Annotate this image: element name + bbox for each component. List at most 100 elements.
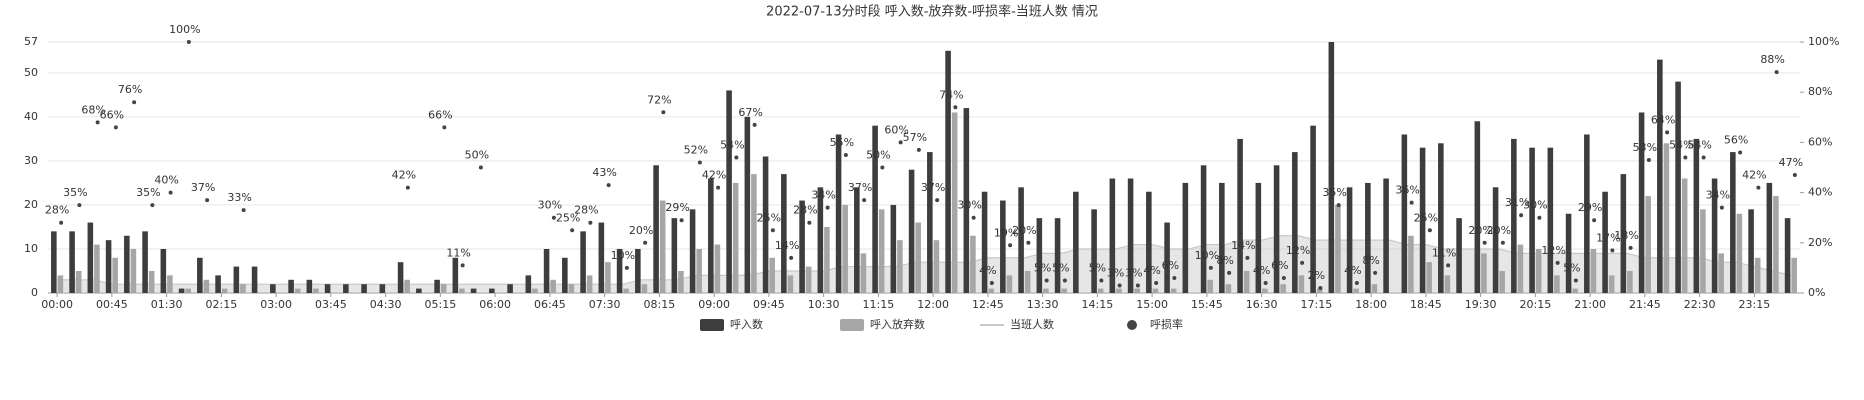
bar bbox=[1474, 121, 1481, 294]
rate-point bbox=[1135, 283, 1140, 288]
bar bbox=[1255, 182, 1262, 293]
bar bbox=[1116, 288, 1122, 293]
rate-label: 10% bbox=[611, 249, 635, 262]
bar bbox=[324, 284, 331, 293]
bar bbox=[543, 248, 550, 293]
bar bbox=[379, 284, 386, 293]
rate-label: 40% bbox=[154, 174, 178, 187]
rate-label: 3% bbox=[1125, 266, 1142, 279]
rate-point bbox=[1154, 280, 1159, 285]
bar bbox=[142, 231, 148, 293]
rate-label: 20% bbox=[1468, 224, 1492, 237]
rate-point bbox=[1738, 150, 1743, 155]
bar bbox=[890, 204, 897, 293]
bar bbox=[203, 279, 210, 293]
rate-label: 54% bbox=[1687, 138, 1711, 151]
rate-point bbox=[624, 265, 629, 270]
bar bbox=[988, 288, 994, 293]
bar bbox=[568, 284, 575, 293]
rate-label: 57% bbox=[903, 131, 927, 144]
rate-label: 14% bbox=[1231, 239, 1255, 252]
bar bbox=[532, 288, 538, 293]
rate-label: 31% bbox=[1505, 196, 1529, 209]
y-tick-label: 0 bbox=[31, 286, 38, 299]
bar bbox=[1675, 81, 1681, 293]
y-tick-label: 30 bbox=[24, 154, 38, 167]
bar bbox=[1383, 178, 1389, 293]
bar bbox=[1043, 288, 1049, 293]
bar bbox=[696, 248, 702, 293]
y-tick-label: 40 bbox=[24, 110, 38, 123]
rate-label: 76% bbox=[118, 83, 142, 96]
rate-label: 4% bbox=[1143, 264, 1160, 277]
x-tick-label: 06:00 bbox=[479, 298, 511, 311]
bar bbox=[1018, 187, 1024, 293]
legend-label: 呼入放弃数 bbox=[870, 317, 925, 331]
rate-label: 25% bbox=[556, 211, 580, 224]
x-tick-label: 06:45 bbox=[534, 298, 566, 311]
bar bbox=[1243, 270, 1250, 293]
bar bbox=[854, 187, 860, 293]
bar bbox=[1700, 209, 1706, 293]
rate-point bbox=[1026, 240, 1031, 245]
rate-label: 30% bbox=[538, 199, 562, 212]
bar bbox=[1097, 288, 1104, 293]
bar bbox=[1419, 147, 1426, 293]
rate-label: 11% bbox=[1432, 246, 1456, 259]
bar bbox=[781, 174, 787, 293]
bar bbox=[653, 165, 659, 293]
bar bbox=[489, 288, 495, 293]
bar bbox=[835, 134, 842, 293]
bar bbox=[1328, 42, 1335, 293]
x-tick-label: 15:45 bbox=[1191, 298, 1223, 311]
rate-point bbox=[588, 220, 593, 225]
bar bbox=[641, 284, 648, 293]
bar bbox=[1693, 138, 1700, 293]
bar bbox=[124, 235, 130, 293]
rate-point bbox=[442, 125, 447, 130]
rate-point bbox=[1318, 285, 1323, 290]
x-tick-label: 19:30 bbox=[1465, 298, 1497, 311]
bar bbox=[270, 284, 276, 293]
bar bbox=[313, 288, 319, 293]
bar bbox=[689, 209, 696, 293]
x-tick-label: 00:00 bbox=[41, 298, 73, 311]
bar bbox=[148, 270, 155, 293]
rate-point bbox=[953, 105, 958, 110]
rate-label: 28% bbox=[574, 204, 598, 217]
bar bbox=[897, 240, 903, 293]
bar bbox=[1535, 248, 1542, 293]
rate-point bbox=[1628, 245, 1633, 250]
rate-label: 5% bbox=[1034, 261, 1051, 274]
bar bbox=[1365, 182, 1371, 293]
rate-point bbox=[1774, 70, 1779, 75]
rate-label: 37% bbox=[848, 181, 872, 194]
rate-label: 52% bbox=[684, 143, 708, 156]
bar bbox=[51, 231, 57, 293]
bar bbox=[434, 279, 440, 293]
bar bbox=[1554, 275, 1560, 293]
rate-point bbox=[916, 147, 921, 152]
rate-label: 19% bbox=[994, 226, 1018, 239]
bar bbox=[586, 275, 593, 293]
bar bbox=[842, 204, 848, 293]
bar bbox=[1681, 178, 1688, 293]
rate-label: 50% bbox=[465, 149, 489, 162]
rate-label: 20% bbox=[629, 224, 653, 237]
bar bbox=[1773, 196, 1779, 293]
rate-point bbox=[478, 165, 483, 170]
bar bbox=[951, 112, 958, 293]
y2-tick-label: 60% bbox=[1808, 135, 1832, 148]
bar bbox=[1091, 209, 1097, 293]
rate-label: 29% bbox=[665, 201, 689, 214]
bar bbox=[525, 275, 532, 293]
x-tick-label: 09:00 bbox=[698, 298, 730, 311]
bar bbox=[75, 270, 82, 293]
rate-label: 20% bbox=[1487, 224, 1511, 237]
rate-label: 37% bbox=[191, 181, 215, 194]
x-tick-label: 18:45 bbox=[1410, 298, 1442, 311]
rate-point bbox=[1592, 218, 1597, 223]
rate-label: 64% bbox=[1651, 113, 1675, 126]
rate-label: 10% bbox=[1195, 249, 1219, 262]
rate-label: 8% bbox=[1216, 254, 1233, 267]
